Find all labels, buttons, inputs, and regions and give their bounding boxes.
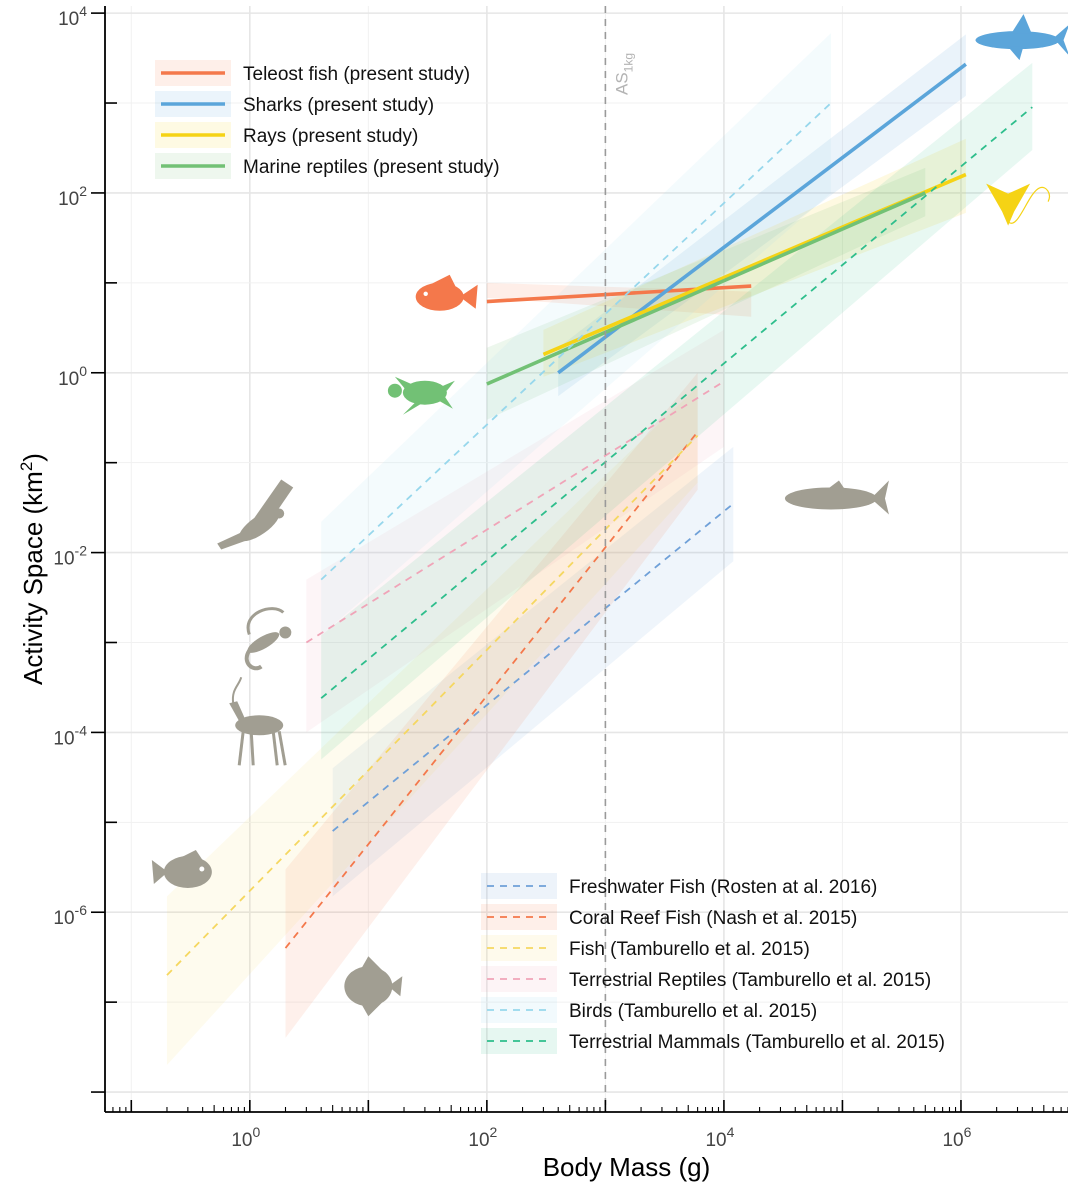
legend-label: Freshwater Fish (Rosten at al. 2016) [569,877,877,898]
axis-titles: Body Mass (g) Activity Space (km2) [17,453,710,1182]
x-tick-label: 102 [468,1124,497,1151]
band-9 [321,33,831,636]
band-10 [321,62,1033,760]
legend-present-study: Teleost fish (present study) Sharks (pres… [155,60,500,179]
band-6 [285,372,698,1038]
x-axis-title: Body Mass (g) [543,1152,711,1182]
legend-label: Birds (Tamburello et al. 2015) [569,1001,817,1022]
series-line-6 [284,431,699,949]
legend-literature: Freshwater Fish (Rosten at al. 2016) Cora… [481,873,945,1054]
reference-line-group: AS1kg [604,6,635,1112]
y-tick-label: 10-4 [53,722,87,749]
y-tick-label: 10-2 [53,543,87,570]
series-line-10 [320,106,1033,699]
legend-label: Sharks (present study) [243,95,434,116]
series-line-8 [305,380,725,644]
legend-label: Terrestrial Reptiles (Tamburello et al. … [569,970,931,991]
teleost-fish-icon [415,274,478,311]
lizard-icon [244,607,292,671]
as1kg-label: AS1kg [612,53,635,95]
band-3 [543,138,966,377]
bird-icon [217,479,294,550]
salmon-icon [784,480,889,515]
legend-label: Teleost fish (present study) [243,64,470,85]
shark-icon [975,14,1068,61]
legend-label: Terrestrial Mammals (Tamburello et al. 2… [569,1032,945,1053]
x-tick-label: 106 [942,1124,971,1151]
y-tick-label: 102 [58,183,87,210]
series-line-4 [486,191,927,386]
angelfish-icon [344,956,403,1017]
legend-label: Marine reptiles (present study) [243,157,500,178]
legend-label: Fish (Tamburello et al. 2015) [569,939,810,960]
reef-fish-icon [151,850,212,889]
grid [105,6,1068,1112]
animal-silhouettes [151,14,1068,1017]
x-tick-label: 100 [231,1124,260,1151]
series-lines [166,62,1033,976]
legend-label: Rays (present study) [243,126,418,147]
y-tick-label: 104 [58,3,87,30]
series-line-5 [332,502,734,832]
band-4 [486,167,926,420]
series-line-7 [166,434,699,976]
x-tick-label: 104 [705,1124,734,1151]
axes: 100 102 104 106 104 102 100 10-2 10-4 10-6 [53,3,1068,1151]
band-5 [332,446,734,897]
band-8 [306,329,724,733]
legend-label: Coral Reef Fish (Nash et al. 2015) [569,908,857,929]
y-tick-label: 10-6 [53,902,87,929]
antelope-icon [229,676,287,766]
y-tick-label: 100 [58,363,87,390]
y-axis-title: Activity Space (km2) [17,453,48,685]
band-7 [166,386,698,1065]
sea-turtle-icon [387,376,455,415]
ray-icon [986,183,1051,226]
